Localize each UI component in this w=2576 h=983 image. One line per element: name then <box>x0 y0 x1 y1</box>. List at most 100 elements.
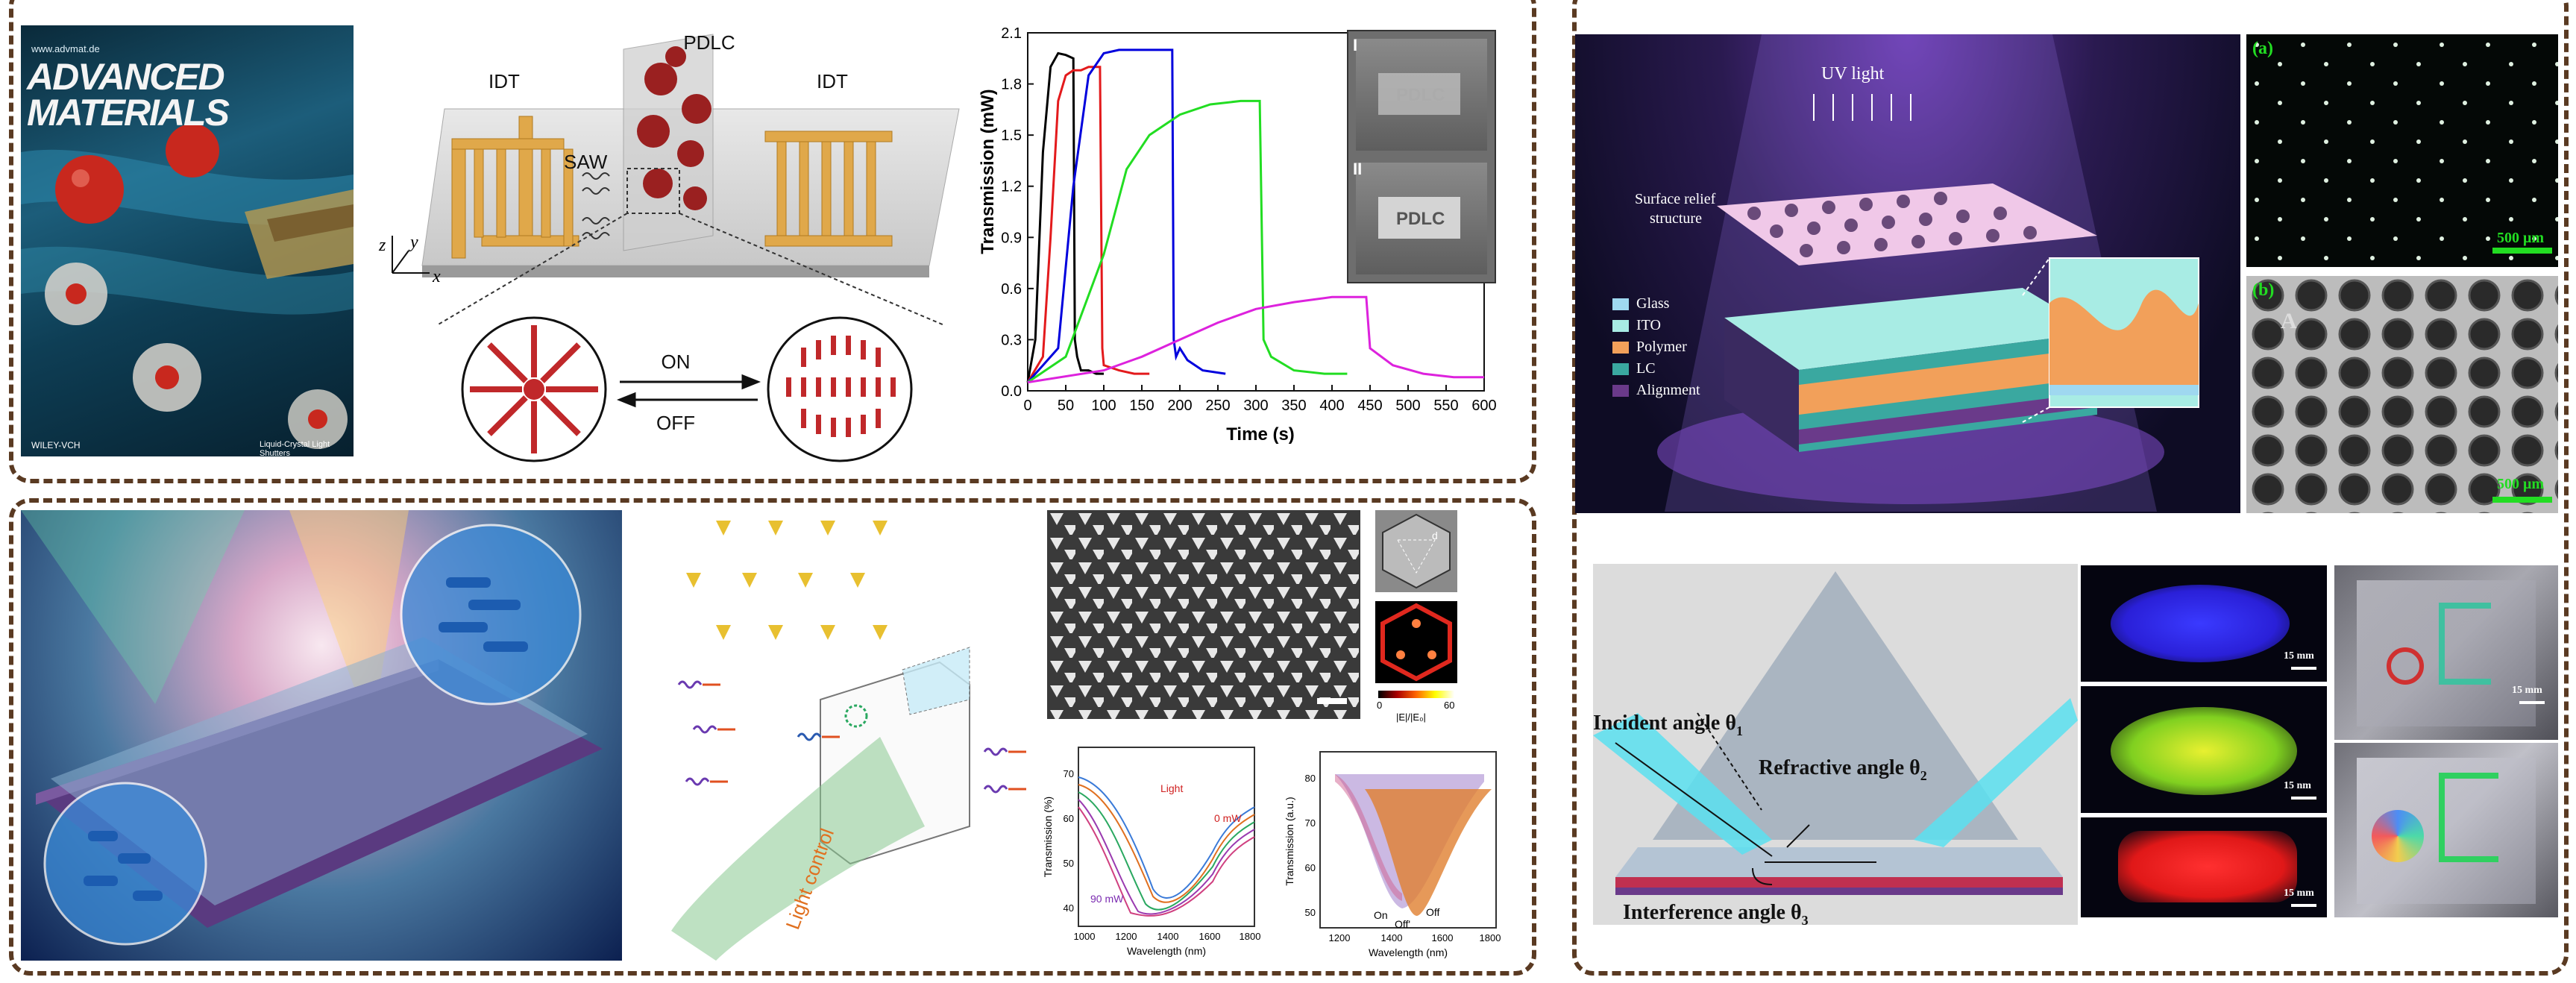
y-tick-label: 1.2 <box>1001 179 1022 195</box>
slc-0mw: 0 mW <box>1214 812 1242 824</box>
series-line-3 <box>1026 48 1226 383</box>
x-tick-label: 500 <box>1395 398 1420 414</box>
uv-legend: Glass ITO Polymer LC Alignment <box>1612 295 1700 399</box>
legend-swatch-glass <box>1612 298 1629 310</box>
red-grating-photo: 15 mm <box>2081 817 2327 917</box>
legend-glass: Glass <box>1636 295 1670 312</box>
blue-grating-photo: 15 mm <box>2081 565 2327 682</box>
droplet-5 <box>288 389 348 449</box>
chart-inset-photo: I II PDLC PDLC <box>1347 30 1496 283</box>
src-ylabel: Transmission (a.u.) <box>1284 797 1295 885</box>
colorbar-label: |E|/|E₀| <box>1396 712 1426 723</box>
colorbar-min: 0 <box>1377 700 1383 711</box>
series-line-5 <box>1027 295 1484 384</box>
relief-label-2: structure <box>1650 210 1702 227</box>
micro-b-scale: 500 μm <box>2497 476 2544 492</box>
x-tick-label: 350 <box>1281 398 1306 414</box>
y-tick-label: 1.5 <box>1001 128 1022 144</box>
micro-b-label: (b) <box>2252 280 2275 300</box>
prism-incident: Incident angle θ <box>1593 712 1736 735</box>
legend-lc: LC <box>1636 360 1656 377</box>
slc-light: Light <box>1160 782 1183 794</box>
aligned-droplet <box>767 316 913 462</box>
slc-ytick-2: 50 <box>1064 858 1074 869</box>
cover-url: www.advmat.de <box>31 43 100 54</box>
src-ytick-1: 50 <box>1305 907 1316 918</box>
y-tick-label: 2.1 <box>1001 25 1022 42</box>
src-xlabel: Wavelength (nm) <box>1369 946 1448 958</box>
legend-swatch-ito <box>1612 319 1629 332</box>
svg-text:Interference angle θ3: Interference angle θ3 <box>1623 901 1809 925</box>
x-tick-label: 400 <box>1319 398 1344 414</box>
field-colorbar <box>1378 691 1454 698</box>
radial-droplet <box>461 316 607 462</box>
axis-x: x <box>432 267 441 286</box>
saw-label: SAW <box>564 151 608 173</box>
x-tick-label: 200 <box>1167 398 1192 414</box>
slc-ytick-1: 40 <box>1064 902 1074 914</box>
green-scale: 15 nm <box>2284 780 2311 791</box>
right-panel-frame <box>1572 0 2569 976</box>
slc-xtick-2: 1200 <box>1116 931 1137 942</box>
slc-xtick-4: 1600 <box>1199 931 1221 942</box>
prism-diagram: Incident angle θ1 Refractive angle θ2 In… <box>1593 564 2078 925</box>
x-tick-label: 100 <box>1091 398 1116 414</box>
y-tick-label: 1.8 <box>1001 77 1022 93</box>
src-on: On <box>1374 909 1388 921</box>
micro-a-scale: 500 μm <box>2497 230 2544 246</box>
x-tick-label: 300 <box>1243 398 1268 414</box>
y-tick-label: 0.6 <box>1001 281 1022 298</box>
cover-footer: Liquid-Crystal Light Shutters <box>260 440 330 456</box>
src-ytick-3: 70 <box>1305 817 1316 829</box>
svg-text:Refractive angle θ2: Refractive angle θ2 <box>1759 756 1927 783</box>
sem-unit-cell: d <box>1375 510 1457 592</box>
slc-xtick-3: 1400 <box>1157 931 1179 942</box>
slc-xlabel: Wavelength (nm) <box>1127 945 1206 957</box>
x-tick-label: 600 <box>1471 398 1496 414</box>
src-ytick-2: 60 <box>1305 862 1316 873</box>
small-chart-right: On Off Off' 1200 1400 1600 1800 50 60 70… <box>1284 751 1501 958</box>
blue-scale: 15 mm <box>2284 650 2314 662</box>
droplet-3 <box>45 263 107 325</box>
y-tick-label: 0.0 <box>1001 383 1022 400</box>
x-tick-label: 50 <box>1058 398 1074 414</box>
idt-left-label: IDT <box>489 70 520 92</box>
src-xtick-4: 1800 <box>1480 932 1501 943</box>
axis-y: y <box>409 233 418 252</box>
cover-title-1: ADVANCED <box>27 56 225 98</box>
hologram-photo-bottom <box>2334 743 2558 917</box>
legend-polymer: Polymer <box>1636 339 1687 355</box>
src-off: Off <box>1426 906 1440 918</box>
sem-d-label: d <box>1432 530 1438 541</box>
relief-label-1: Surface relief <box>1635 191 1716 207</box>
x-tick-label: 250 <box>1205 398 1230 414</box>
micro-a-label: (a) <box>2252 39 2273 58</box>
slc-xtick-5: 1800 <box>1240 931 1261 942</box>
micro-image-b: (b) 500 μm A <box>2246 276 2558 513</box>
micro-b-letter: A <box>2281 309 2297 333</box>
axis-z: z <box>378 236 386 255</box>
prism-incident-sub: 1 <box>1736 723 1743 738</box>
chart-xlabel: Time (s) <box>1226 424 1295 445</box>
pdlc-label: PDLC <box>683 31 735 54</box>
cover-publisher: WILEY-VCH <box>31 440 81 450</box>
slc-90mw: 90 mW <box>1090 893 1124 905</box>
bottom-left-panel-frame <box>9 498 1536 976</box>
green-grating-photo: 15 nm <box>2081 686 2327 813</box>
legend-swatch-lc <box>1612 362 1629 375</box>
y-tick-label: 0.9 <box>1001 230 1022 246</box>
colorbar-max: 60 <box>1444 700 1455 711</box>
legend-swatch-alignment <box>1612 384 1629 397</box>
droplet-2 <box>166 124 219 178</box>
hologram-photo-top: 15 mm <box>2334 565 2558 740</box>
src-off2: Off' <box>1395 918 1410 930</box>
saw-device-diagram: IDT IDT PDLC SAW z y x ON OFF <box>378 31 960 462</box>
y-tick-label: 0.3 <box>1001 332 1022 348</box>
slc-ytick-4: 70 <box>1064 768 1074 779</box>
legend-ito: ITO <box>1636 317 1661 333</box>
sem-image <box>1047 510 1360 719</box>
x-tick-label: 550 <box>1433 398 1458 414</box>
idt-right-label: IDT <box>817 70 848 92</box>
legend-swatch-polymer <box>1612 341 1629 354</box>
svg-text:Incident angle θ1: Incident angle θ1 <box>1593 712 1743 738</box>
